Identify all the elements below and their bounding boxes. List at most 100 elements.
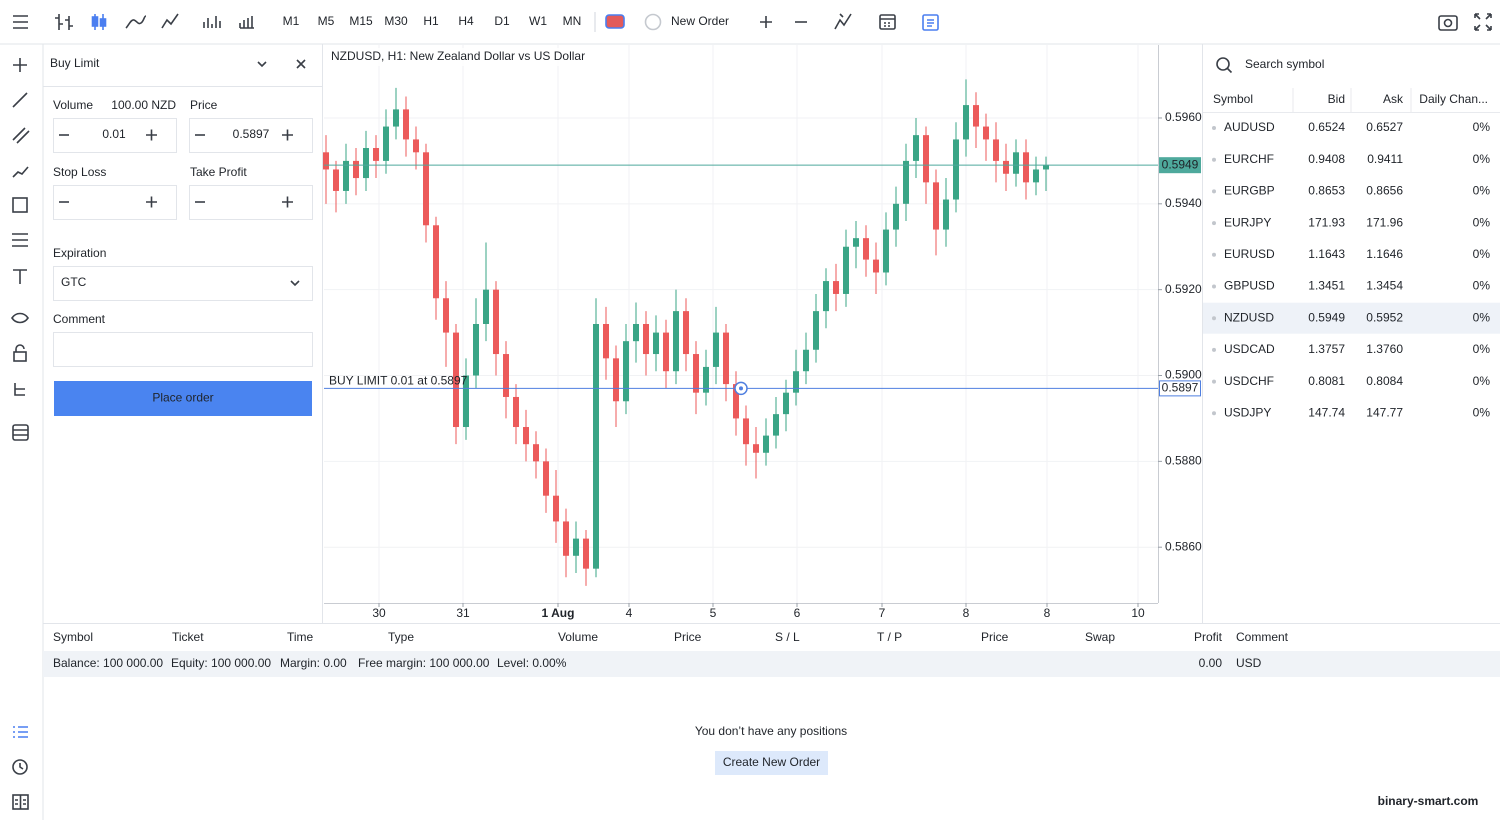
quote: 0% <box>1473 120 1491 134</box>
candle-body <box>363 148 369 179</box>
timeframe[interactable]: MN <box>563 14 582 28</box>
candle-body <box>473 324 479 376</box>
column-header[interactable]: Time <box>287 630 314 644</box>
clock-icon[interactable] <box>644 13 662 31</box>
column-header[interactable]: S / L <box>775 630 800 644</box>
price-plus[interactable] <box>282 129 293 141</box>
lock-tool[interactable] <box>13 351 27 362</box>
column-header[interactable]: Swap <box>1085 630 1115 644</box>
place-order-label: Place order <box>152 391 213 405</box>
symbol[interactable]: NZDUSD <box>1224 310 1274 324</box>
y-tick-label: 0.5900 <box>1165 368 1202 382</box>
quote: 0% <box>1473 405 1491 419</box>
search-input[interactable]: Search symbol <box>1245 57 1324 71</box>
symbol[interactable]: EURJPY <box>1224 215 1271 229</box>
currency: USD <box>1236 656 1262 670</box>
tree-tool[interactable] <box>14 383 25 396</box>
x-tick-label: 6 <box>794 606 801 620</box>
timeframe[interactable]: W1 <box>529 14 547 28</box>
quote: 0% <box>1473 310 1491 324</box>
candle-body <box>993 139 999 161</box>
take-profit-input[interactable] <box>189 185 313 220</box>
timeframe[interactable]: D1 <box>494 14 510 28</box>
one-click-icon[interactable] <box>605 14 625 29</box>
order-type[interactable]: Buy Limit <box>50 56 100 70</box>
zoom-in-icon[interactable] <box>760 16 772 28</box>
symbol[interactable]: EURCHF <box>1224 152 1274 166</box>
timeframe[interactable]: H1 <box>423 14 439 28</box>
fullscreen-icon[interactable] <box>1474 13 1492 31</box>
indicators-icon[interactable] <box>834 13 852 30</box>
history-tab[interactable] <box>12 759 28 775</box>
symbol[interactable]: GBPUSD <box>1224 279 1275 293</box>
fib-tool[interactable] <box>12 233 28 247</box>
channel-tool[interactable] <box>12 127 30 144</box>
timeframe[interactable]: H4 <box>458 14 474 28</box>
candle-body <box>723 332 729 385</box>
quote: 0.6524 <box>1308 120 1345 134</box>
line-icon[interactable] <box>161 13 179 29</box>
candle-body <box>903 160 909 204</box>
column-header[interactable]: Bid <box>1328 92 1345 106</box>
bars-icon[interactable] <box>55 14 73 30</box>
column-header[interactable]: Comment <box>1236 630 1289 644</box>
text-tool[interactable] <box>13 269 27 284</box>
line-tool[interactable] <box>12 92 28 108</box>
timeframe[interactable]: M15 <box>349 14 373 28</box>
column-header[interactable]: Daily Chan... <box>1419 92 1488 106</box>
symbol[interactable]: USDCAD <box>1224 342 1275 356</box>
column-header[interactable]: T / P <box>877 630 902 644</box>
symbol[interactable]: AUDUSD <box>1224 120 1275 134</box>
data-window-tool[interactable] <box>12 424 29 441</box>
symbol[interactable]: EURUSD <box>1224 247 1275 261</box>
area-icon[interactable] <box>125 15 147 29</box>
timeframe[interactable]: M1 <box>283 14 300 28</box>
ticks-icon[interactable] <box>239 16 254 29</box>
visibility-tool[interactable] <box>11 312 29 324</box>
sl-plus[interactable] <box>146 196 157 208</box>
quote: 0% <box>1473 152 1491 166</box>
candle-body <box>913 135 919 161</box>
create-order-button[interactable] <box>715 751 828 775</box>
screenshot-icon[interactable] <box>1438 15 1458 31</box>
calendar-icon[interactable] <box>879 14 896 30</box>
column-header[interactable]: Ticket <box>172 630 204 644</box>
symbol[interactable]: USDCHF <box>1224 374 1274 388</box>
path-tool[interactable] <box>12 166 29 178</box>
column-header[interactable]: Ask <box>1383 92 1404 106</box>
account-stat: Free margin: 100 000.00 <box>358 656 490 670</box>
new-order[interactable]: New Order <box>671 14 729 28</box>
menu-icon[interactable] <box>13 15 28 29</box>
journal-icon[interactable] <box>922 14 939 31</box>
shape-tool[interactable] <box>12 197 28 213</box>
place-order-button[interactable] <box>54 381 312 416</box>
candle-body <box>623 341 629 402</box>
stop-loss-input[interactable] <box>53 185 177 220</box>
order-type-chevron[interactable] <box>257 61 267 68</box>
comment-input[interactable] <box>53 332 313 367</box>
candle-body <box>1043 165 1049 170</box>
column-header[interactable]: Price <box>674 630 702 644</box>
volume-icon[interactable] <box>203 16 221 28</box>
positions-tab[interactable] <box>13 726 28 738</box>
symbol[interactable]: EURGBP <box>1224 184 1275 198</box>
column-header[interactable]: Type <box>388 630 414 644</box>
quote: 147.74 <box>1308 405 1345 419</box>
expiration-chevron[interactable] <box>290 280 300 287</box>
y-tick-label: 0.5940 <box>1165 196 1202 210</box>
volume-plus[interactable] <box>146 129 157 141</box>
column-header[interactable]: Volume <box>558 630 598 644</box>
tp-plus[interactable] <box>282 196 293 208</box>
crosshair-tool[interactable] <box>13 58 27 72</box>
timeframe[interactable]: M30 <box>384 14 408 28</box>
timeframe[interactable]: M5 <box>318 14 335 28</box>
column-header[interactable]: Symbol <box>1213 92 1253 106</box>
candle-body <box>403 109 409 140</box>
column-header[interactable]: Profit <box>1194 630 1223 644</box>
create-order-label[interactable]: Create New Order <box>723 755 820 769</box>
symbol[interactable]: USDJPY <box>1224 405 1271 419</box>
column-header[interactable]: Symbol <box>53 630 93 644</box>
close-panel[interactable] <box>296 59 306 69</box>
expiration-select[interactable] <box>53 266 313 301</box>
column-header[interactable]: Price <box>981 630 1009 644</box>
